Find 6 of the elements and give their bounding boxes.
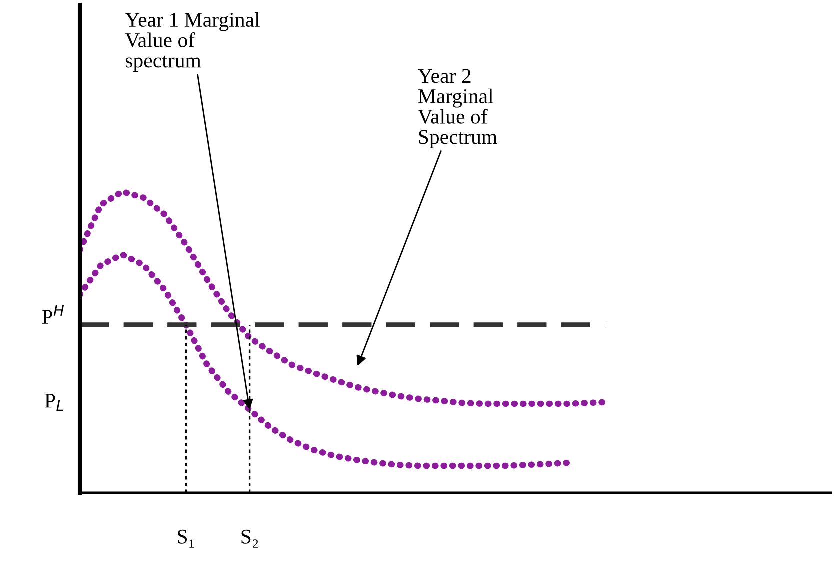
x-tick-label: S₁ [178, 530, 194, 548]
annotation: Year 1 Marginal Value of spectrum [125, 12, 260, 72]
text: P$_{L}$ [45, 394, 64, 412]
ref-line-label: P$^{H}$ [42, 305, 64, 324]
text: Year 2 Marginal Value of Spectrum [418, 69, 498, 148]
x-tick-label: S₂ [242, 530, 258, 548]
